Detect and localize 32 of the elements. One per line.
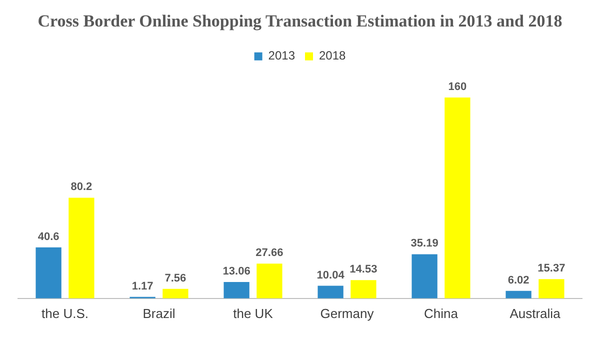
x-tick-label: the U.S. <box>42 306 88 321</box>
chart-title: Cross Border Online Shopping Transaction Estimation in 2013 and 2018 <box>38 12 562 31</box>
data-label: 10.04 <box>316 269 346 282</box>
data-label: 6.02 <box>508 274 530 286</box>
bar <box>444 98 470 298</box>
data-label: 35.19 <box>410 238 438 250</box>
bar <box>256 264 282 298</box>
bar <box>412 254 438 298</box>
data-label: 160 <box>448 81 467 94</box>
x-tick-label: Germany <box>320 306 374 321</box>
bar <box>36 247 62 298</box>
data-label: 13.06 <box>222 266 250 278</box>
data-label: 14.53 <box>350 264 378 276</box>
bar <box>350 280 376 298</box>
data-label: 1.17 <box>132 280 154 292</box>
data-label: 7.56 <box>164 272 186 284</box>
x-tick-label: China <box>424 306 459 321</box>
bar <box>68 198 94 298</box>
bar <box>506 290 532 298</box>
legend-label: 2018 <box>319 48 346 63</box>
x-tick-label: Australia <box>510 306 562 321</box>
legend-label: 2013 <box>268 48 296 63</box>
data-label: 40.6 <box>38 230 60 243</box>
bar <box>538 279 564 298</box>
x-tick-label: the UK <box>233 306 274 321</box>
data-label: 15.37 <box>538 262 566 275</box>
bar <box>318 286 344 298</box>
bar <box>224 282 250 298</box>
data-label: 27.66 <box>256 247 284 260</box>
x-tick-label: Brazil <box>142 306 176 321</box>
bar <box>162 288 188 298</box>
data-label: 80.2 <box>70 181 92 194</box>
